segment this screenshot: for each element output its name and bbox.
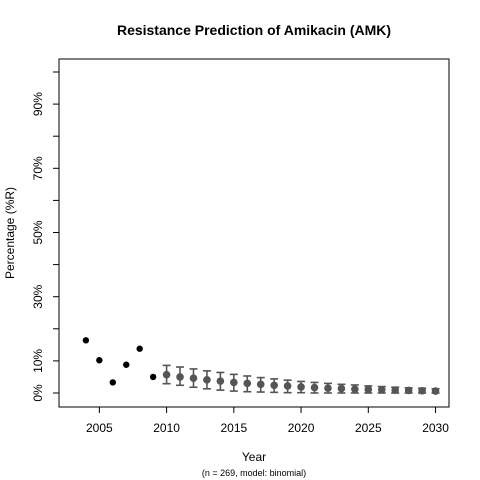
predicted-point [404, 386, 413, 395]
predicted-point [337, 384, 346, 393]
observed-point [123, 361, 130, 368]
x-tick-label: 2025 [355, 421, 382, 435]
predicted-point [418, 386, 426, 395]
x-tick-label: 2015 [220, 421, 247, 435]
chart-title: Resistance Prediction of Amikacin (AMK) [117, 22, 391, 38]
y-tick-label: 70% [31, 156, 45, 180]
x-axis-label: Year [242, 450, 266, 464]
predicted-point [351, 385, 359, 393]
predicted-point [230, 378, 238, 387]
predicted-series [162, 364, 440, 395]
predicted-point [256, 380, 265, 389]
predicted-point [162, 370, 171, 379]
predicted-point [189, 374, 198, 383]
predicted-point [377, 385, 386, 394]
observed-point [149, 373, 157, 381]
y-tick-label: 10% [31, 349, 45, 373]
y-tick-label: 90% [31, 92, 45, 116]
observed-point [96, 357, 103, 364]
observed-point [136, 345, 143, 352]
predicted-point [324, 384, 332, 392]
predicted-point [391, 386, 400, 394]
observed-point [109, 379, 116, 386]
y-tick-label: 0% [31, 384, 45, 402]
y-axis-label: Percentage (%R) [3, 187, 17, 279]
observed-point [82, 337, 90, 344]
x-tick-label: 2020 [288, 421, 315, 435]
predicted-point [297, 383, 305, 391]
predicted-point [243, 379, 252, 388]
predicted-point [270, 381, 278, 390]
y-axis: 0% 10% 30% 50% 70% 90% [31, 71, 59, 402]
predicted-point [364, 385, 373, 394]
x-tick-label: 2005 [86, 421, 113, 435]
predicted-point [310, 383, 319, 392]
predicted-point [203, 376, 211, 384]
observed-series [82, 337, 157, 386]
predicted-point [283, 382, 292, 390]
chart-subtitle: (n = 269, model: binomial) [202, 468, 306, 478]
predicted-point [176, 373, 184, 381]
y-tick-label: 50% [31, 220, 45, 244]
predicted-point [431, 387, 440, 395]
x-axis: 2005 2010 2015 2020 2025 2030 [86, 407, 449, 435]
x-tick-label: 2030 [422, 421, 449, 435]
x-tick-label: 2010 [153, 421, 180, 435]
y-tick-label: 30% [31, 284, 45, 308]
predicted-point [216, 377, 225, 385]
